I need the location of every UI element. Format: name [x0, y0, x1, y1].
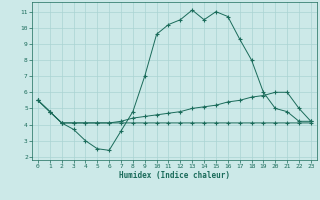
X-axis label: Humidex (Indice chaleur): Humidex (Indice chaleur) — [119, 171, 230, 180]
